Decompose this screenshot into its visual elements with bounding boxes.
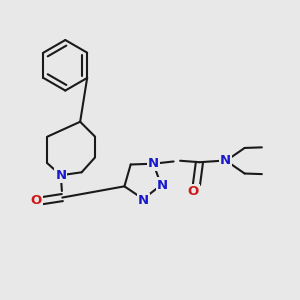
Text: N: N bbox=[148, 157, 159, 170]
Text: N: N bbox=[55, 169, 66, 182]
Text: O: O bbox=[188, 185, 199, 198]
Text: O: O bbox=[31, 194, 42, 207]
Text: N: N bbox=[220, 154, 231, 167]
Text: N: N bbox=[138, 194, 149, 207]
Text: N: N bbox=[157, 178, 168, 191]
